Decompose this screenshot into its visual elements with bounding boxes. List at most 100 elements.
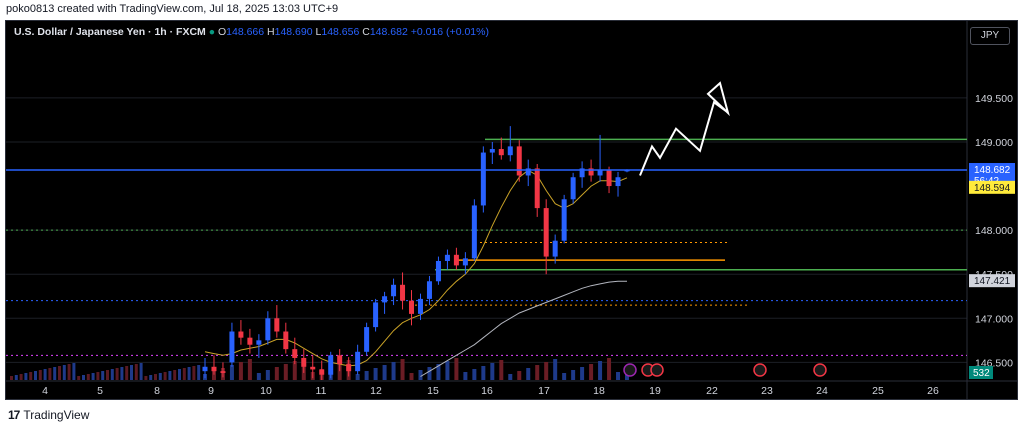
- candle-body: [274, 318, 280, 332]
- candle-body: [570, 177, 576, 200]
- volume-bar: [192, 366, 196, 380]
- candle-body: [391, 284, 397, 297]
- volume-bar: [178, 369, 181, 380]
- volume-bar: [616, 372, 621, 380]
- volume-bar: [499, 360, 504, 380]
- volume-bar: [173, 370, 177, 380]
- candle-body: [319, 369, 325, 375]
- ma-fast-line: [204, 169, 628, 367]
- volume-bar: [139, 363, 143, 380]
- candle-body: [238, 331, 244, 338]
- candle-body: [606, 170, 612, 187]
- volume-bar: [364, 371, 369, 380]
- symbol-title[interactable]: U.S. Dollar / Japanese Yen · 1h · FXCM: [14, 26, 206, 38]
- volume-bar: [53, 367, 57, 380]
- tradingview-logo-icon: 17: [8, 408, 20, 422]
- volume-bar: [163, 372, 167, 380]
- volume-bar: [256, 373, 261, 380]
- change-value: +0.016 (+0.01%): [410, 26, 489, 38]
- close-value: 148.682: [369, 26, 408, 38]
- volume-bar: [48, 368, 52, 380]
- economic-event-icon: [753, 363, 767, 377]
- candle-body: [525, 168, 531, 176]
- candle-body: [265, 318, 271, 341]
- economic-event-icon: [813, 363, 827, 377]
- volume-bar: [110, 369, 114, 380]
- x-tick-label: 8: [154, 385, 160, 397]
- volume-bar: [197, 365, 201, 380]
- volume-bar: [409, 373, 414, 380]
- volume-bar: [187, 367, 191, 380]
- volume-bar: [125, 366, 129, 380]
- x-tick-label: 26: [927, 385, 939, 397]
- volume-bar: [158, 373, 162, 380]
- volume-bar: [34, 371, 37, 380]
- volume-bar: [274, 367, 279, 380]
- volume-bar: [211, 371, 216, 380]
- open-value: 148.666: [226, 26, 265, 38]
- volume-bar: [10, 376, 13, 380]
- candle-body: [364, 327, 370, 352]
- projection-arrowhead-icon: [706, 81, 730, 117]
- candle-body: [310, 366, 316, 370]
- volume-bar: [607, 358, 612, 380]
- candle-body: [444, 254, 450, 261]
- x-tick-label: 15: [427, 385, 439, 397]
- candle-body: [453, 254, 459, 266]
- open-label: O: [217, 26, 227, 38]
- close-label: C: [362, 26, 370, 38]
- volume-bar: [58, 366, 61, 380]
- candle-body: [588, 168, 594, 176]
- x-tick-label: 19: [649, 385, 661, 397]
- status-dot: ●: [208, 26, 216, 38]
- high-label: H: [267, 26, 275, 38]
- volume-bar: [481, 366, 486, 380]
- volume-bar: [130, 365, 133, 380]
- candle-body: [498, 149, 504, 156]
- volume-badge-bg: [969, 366, 993, 379]
- price-badge-text: 148.682: [974, 165, 1011, 176]
- volume-bar: [19, 374, 23, 380]
- volume-bar: [535, 365, 540, 380]
- volume-bar: [72, 363, 76, 380]
- volume-bar: [463, 372, 468, 380]
- y-tick-label: 149.500: [975, 93, 1013, 105]
- volume-bar: [168, 371, 172, 380]
- x-tick-label: 4: [42, 385, 48, 397]
- volume-bar: [571, 370, 576, 380]
- candle-body: [516, 146, 522, 176]
- volume-bar: [589, 364, 594, 380]
- candle-body: [355, 351, 361, 372]
- candle-body: [615, 177, 621, 187]
- currency-button[interactable]: JPY: [970, 27, 1010, 45]
- x-tick-label: 24: [816, 385, 828, 397]
- volume-bar: [24, 373, 28, 380]
- ma-fast-badge-text: 148.594: [974, 183, 1011, 194]
- volume-bar: [292, 361, 297, 380]
- candle-body: [220, 371, 226, 373]
- candle-body: [328, 355, 334, 375]
- y-tick-label: 148.000: [975, 225, 1013, 237]
- x-tick-label: 18: [593, 385, 605, 397]
- x-tick-label: 22: [706, 385, 718, 397]
- candle-body: [579, 168, 585, 178]
- chart-panel[interactable]: [5, 20, 1018, 400]
- ma-fast-badge-bg: [969, 180, 1015, 194]
- volume-bar: [508, 374, 513, 380]
- volume-bar: [238, 362, 243, 380]
- candle-body: [346, 364, 352, 372]
- candle-body: [597, 170, 603, 176]
- volume-bar: [400, 359, 405, 380]
- header-attribution: poko0813 created with TradingView.com, J…: [6, 3, 339, 15]
- volume-bar: [337, 363, 342, 380]
- volume-bar: [43, 369, 47, 380]
- volume-bar: [580, 367, 585, 380]
- volume-bar: [445, 361, 450, 380]
- y-tick-label: 147.000: [975, 313, 1013, 325]
- volume-bar: [91, 373, 95, 380]
- candle-body: [409, 300, 415, 314]
- x-tick-label: 12: [370, 385, 382, 397]
- volume-bar: [454, 358, 459, 380]
- volume-bar: [265, 370, 270, 380]
